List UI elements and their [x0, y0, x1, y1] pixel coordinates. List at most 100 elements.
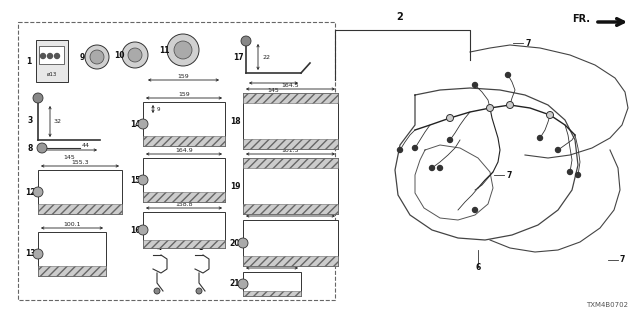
Circle shape	[138, 225, 148, 235]
Text: 145: 145	[268, 87, 280, 92]
Text: 7: 7	[506, 171, 511, 180]
Bar	[243, 220, 338, 266]
Circle shape	[447, 138, 452, 142]
Circle shape	[575, 172, 580, 178]
Text: TXM4B0702: TXM4B0702	[586, 302, 628, 308]
Text: 140.3: 140.3	[282, 210, 300, 214]
Circle shape	[447, 115, 454, 122]
Text: 20: 20	[230, 238, 240, 247]
Circle shape	[429, 165, 435, 171]
Text: 18: 18	[230, 116, 240, 125]
Bar	[38, 170, 122, 214]
Circle shape	[397, 148, 403, 153]
Circle shape	[167, 34, 199, 66]
Text: ø13: ø13	[47, 71, 57, 76]
Text: 158.8: 158.8	[175, 202, 193, 206]
Bar	[38, 232, 106, 276]
Circle shape	[40, 53, 45, 59]
Text: 16: 16	[130, 226, 140, 235]
Bar	[38, 204, 122, 214]
Circle shape	[506, 101, 513, 108]
Text: 21: 21	[230, 279, 240, 289]
Text: 17: 17	[233, 52, 243, 61]
Text: 101.5: 101.5	[282, 148, 300, 153]
Text: 159: 159	[178, 92, 190, 97]
Bar	[243, 93, 338, 149]
Bar	[143, 212, 225, 248]
Text: 5: 5	[198, 243, 204, 252]
Text: 11: 11	[159, 45, 169, 54]
Text: 10: 10	[114, 51, 124, 60]
Circle shape	[413, 146, 417, 150]
Text: 44: 44	[82, 142, 90, 148]
Text: 22: 22	[262, 54, 270, 60]
Circle shape	[472, 83, 477, 87]
Bar	[143, 192, 225, 202]
Circle shape	[486, 105, 493, 111]
Bar	[243, 291, 301, 296]
Text: 7: 7	[620, 255, 625, 265]
Circle shape	[568, 170, 573, 174]
Circle shape	[122, 42, 148, 68]
Text: 32: 32	[54, 119, 62, 124]
Circle shape	[33, 93, 43, 103]
Text: 8: 8	[28, 143, 33, 153]
Text: 7: 7	[525, 38, 531, 47]
Bar	[143, 102, 225, 146]
Circle shape	[238, 238, 248, 248]
Text: 145: 145	[63, 155, 75, 159]
Circle shape	[128, 48, 142, 62]
Text: 100.1: 100.1	[63, 221, 81, 227]
Circle shape	[37, 143, 47, 153]
Bar	[243, 158, 338, 168]
Circle shape	[90, 50, 104, 64]
Text: 13: 13	[25, 250, 35, 259]
Bar	[243, 139, 338, 149]
Text: 15: 15	[130, 175, 140, 185]
Text: 14: 14	[130, 119, 140, 129]
Circle shape	[196, 288, 202, 294]
Circle shape	[506, 73, 511, 77]
Text: 9: 9	[157, 107, 161, 111]
Circle shape	[438, 165, 442, 171]
Bar	[243, 93, 338, 103]
Text: 155.3: 155.3	[71, 159, 89, 164]
Text: 6: 6	[476, 262, 481, 271]
Circle shape	[472, 207, 477, 212]
Text: FR.: FR.	[572, 14, 590, 24]
Text: 2: 2	[397, 12, 403, 22]
Bar	[243, 158, 338, 214]
Text: 19: 19	[230, 181, 240, 190]
Circle shape	[241, 36, 251, 46]
Bar	[243, 204, 338, 214]
Circle shape	[547, 111, 554, 118]
Text: 1: 1	[26, 57, 31, 66]
Bar	[143, 136, 225, 146]
Bar	[143, 158, 225, 202]
Text: 4: 4	[156, 243, 162, 252]
Text: 159: 159	[178, 74, 189, 78]
Text: 3: 3	[28, 116, 33, 124]
Circle shape	[54, 53, 60, 59]
Circle shape	[33, 249, 43, 259]
Circle shape	[174, 41, 192, 59]
Bar	[243, 256, 338, 266]
Circle shape	[154, 288, 160, 294]
Bar	[243, 272, 301, 296]
Text: 9: 9	[79, 52, 84, 61]
Bar	[18, 22, 335, 300]
Bar	[143, 240, 225, 248]
Circle shape	[138, 175, 148, 185]
Bar	[36, 40, 68, 82]
Circle shape	[538, 135, 543, 140]
Circle shape	[47, 53, 52, 59]
Circle shape	[238, 279, 248, 289]
Circle shape	[138, 119, 148, 129]
Bar	[39, 46, 64, 64]
Circle shape	[85, 45, 109, 69]
Text: 70: 70	[268, 261, 276, 267]
Text: 164.9: 164.9	[175, 148, 193, 153]
Bar	[38, 266, 106, 276]
Circle shape	[33, 187, 43, 197]
Circle shape	[556, 148, 561, 153]
